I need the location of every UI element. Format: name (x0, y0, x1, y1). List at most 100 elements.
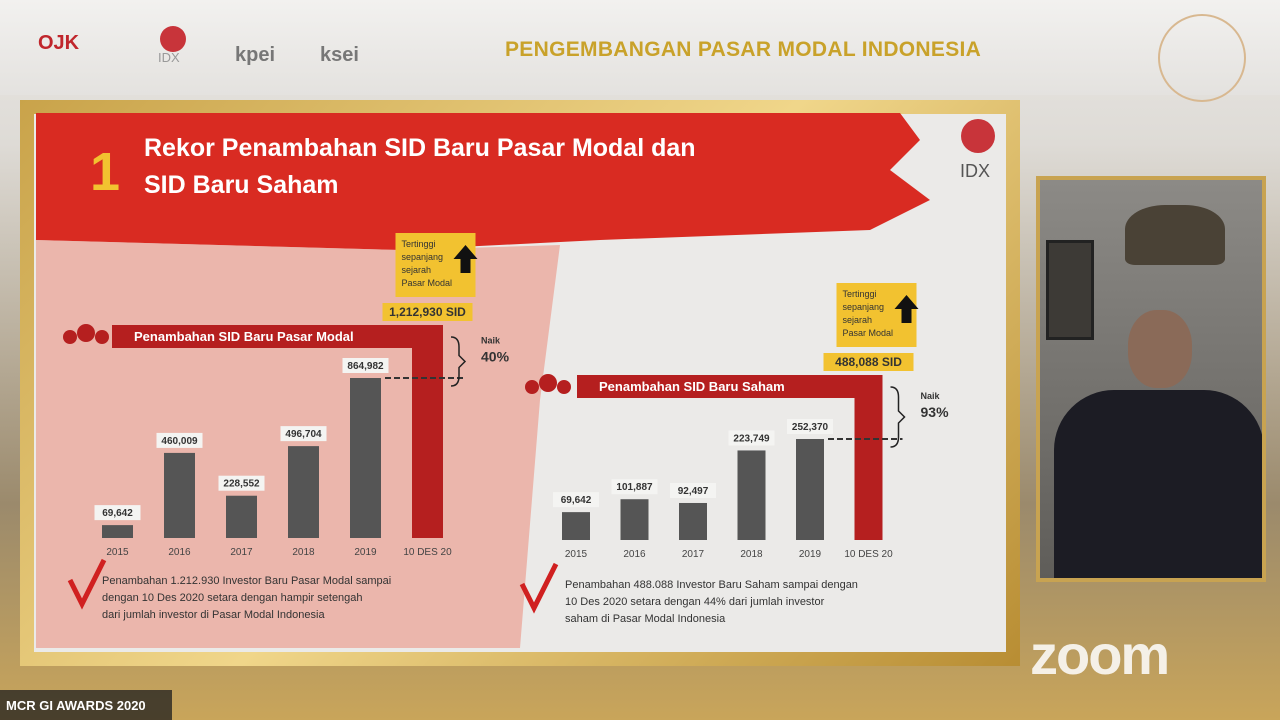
bar (164, 452, 195, 538)
growth-value: 40% (481, 349, 510, 365)
callout-text: Pasar Modal (843, 328, 894, 338)
arrow-up-icon (453, 245, 478, 273)
data-label-box (787, 419, 833, 434)
data-label-box (218, 475, 265, 491)
callout-text: Tertinggi (402, 239, 436, 249)
total-label: 1,212,930 SID (389, 305, 466, 319)
callout-text: sepanjang (843, 302, 885, 312)
total-label-box (823, 353, 914, 371)
bar (679, 502, 707, 540)
check-icon (67, 558, 107, 610)
brace-icon (450, 336, 467, 387)
zoom-logo: zoom (1030, 623, 1170, 686)
portrait-frame (1046, 240, 1094, 340)
ojk-logo: OJK (38, 32, 80, 54)
callout-text: Pasar Modal (402, 278, 453, 288)
bar (854, 375, 883, 540)
callout-text: sejarah (843, 315, 873, 325)
x-tick-label: 2018 (292, 547, 315, 558)
x-tick-label: 2016 (623, 549, 646, 560)
bar (737, 450, 766, 540)
data-label-box (728, 430, 775, 446)
data-label: 228,552 (223, 479, 260, 490)
galeri-investasi-logo (1158, 14, 1246, 102)
callout-text: Tertinggi (843, 289, 877, 299)
brace-icon (890, 386, 906, 448)
chart-note: Penambahan 1.212.930 Investor Baru Pasar… (102, 575, 391, 587)
idx-logo: IDX (158, 50, 180, 65)
total-label: 488,088 SID (835, 355, 902, 369)
slide-number: 1 (90, 142, 120, 202)
data-label: 69,642 (102, 508, 133, 519)
speaker-video (1036, 176, 1266, 582)
chart-note: Penambahan 488.088 Investor Baru Saham s… (565, 579, 858, 591)
chart-note: dengan 10 Des 2020 setara dengan hampir … (102, 592, 363, 604)
data-label: 252,370 (792, 422, 829, 433)
x-tick-label: 10 DES 20 (844, 549, 893, 560)
bar (562, 512, 590, 540)
data-label: 101,887 (616, 482, 653, 493)
data-label: 223,749 (733, 433, 770, 444)
chart-title-band (577, 375, 883, 398)
idx-logo-icon (160, 26, 186, 52)
data-label-box (94, 505, 141, 521)
x-tick-label: 2019 (799, 549, 822, 560)
x-tick-label: 10 DES 20 (403, 547, 452, 558)
slide-title-line2: SID Baru Saham (144, 171, 339, 199)
bar (796, 439, 824, 540)
bar (412, 325, 443, 538)
growth-label: Naik (481, 336, 501, 346)
data-label: 496,704 (285, 429, 322, 440)
data-label: 69,642 (561, 495, 592, 506)
people-icon (557, 380, 571, 394)
idx-slide-logo: IDX (960, 161, 990, 181)
ksei-logo: ksei (320, 44, 359, 66)
garuda-emblem (1125, 205, 1225, 265)
x-tick-label: 2016 (168, 547, 191, 558)
people-icon (63, 330, 77, 344)
callout-text: sejarah (402, 265, 432, 275)
bar (288, 446, 319, 538)
data-label-box (342, 358, 389, 373)
data-label: 460,009 (161, 436, 198, 447)
bar (226, 495, 257, 538)
x-tick-label: 2019 (354, 547, 377, 558)
data-label-box (611, 479, 658, 495)
data-label-box (670, 482, 716, 498)
x-tick-label: 2017 (682, 549, 705, 560)
chart-note: 10 Des 2020 setara dengan 44% dari jumla… (565, 596, 825, 608)
check-icon (519, 562, 559, 614)
bar (620, 499, 649, 540)
x-tick-label: 2015 (565, 549, 588, 560)
bar (102, 525, 133, 538)
title-banner (36, 113, 930, 250)
x-tick-label: 2015 (106, 547, 129, 558)
growth-label: Naik (921, 391, 941, 401)
header-title: PENGEMBANGAN PASAR MODAL INDONESIA (505, 38, 982, 61)
slide-title-line1: Rekor Penambahan SID Baru Pasar Modal da… (144, 134, 696, 162)
chart-title: Penambahan SID Baru Saham (599, 379, 785, 394)
chart-note: saham di Pasar Modal Indonesia (565, 613, 726, 625)
x-tick-label: 2018 (740, 549, 763, 560)
idx-slide-logo-icon (961, 119, 995, 153)
growth-value: 93% (921, 404, 950, 420)
data-label-box (280, 426, 327, 442)
speaker-head (1128, 310, 1192, 388)
people-icon (95, 330, 109, 344)
callout-text: sepanjang (402, 252, 444, 262)
kpei-logo: kpei (235, 44, 276, 66)
event-label: MCR GI AWARDS 2020 (0, 690, 172, 720)
data-label-box (553, 492, 599, 508)
arrow-up-icon (894, 295, 919, 323)
chart-note: dari jumlah investor di Pasar Modal Indo… (102, 609, 325, 621)
data-label: 92,497 (678, 486, 709, 497)
chart-title-band (112, 325, 443, 348)
bar (350, 378, 381, 538)
total-label-box (382, 303, 473, 321)
people-icon (525, 380, 539, 394)
event-header: OJK IDX kpei ksei PENGEMBANGAN PASAR MOD… (0, 0, 1280, 102)
people-icon (77, 324, 95, 342)
data-label-box (156, 432, 203, 448)
data-label: 864,982 (347, 361, 384, 372)
